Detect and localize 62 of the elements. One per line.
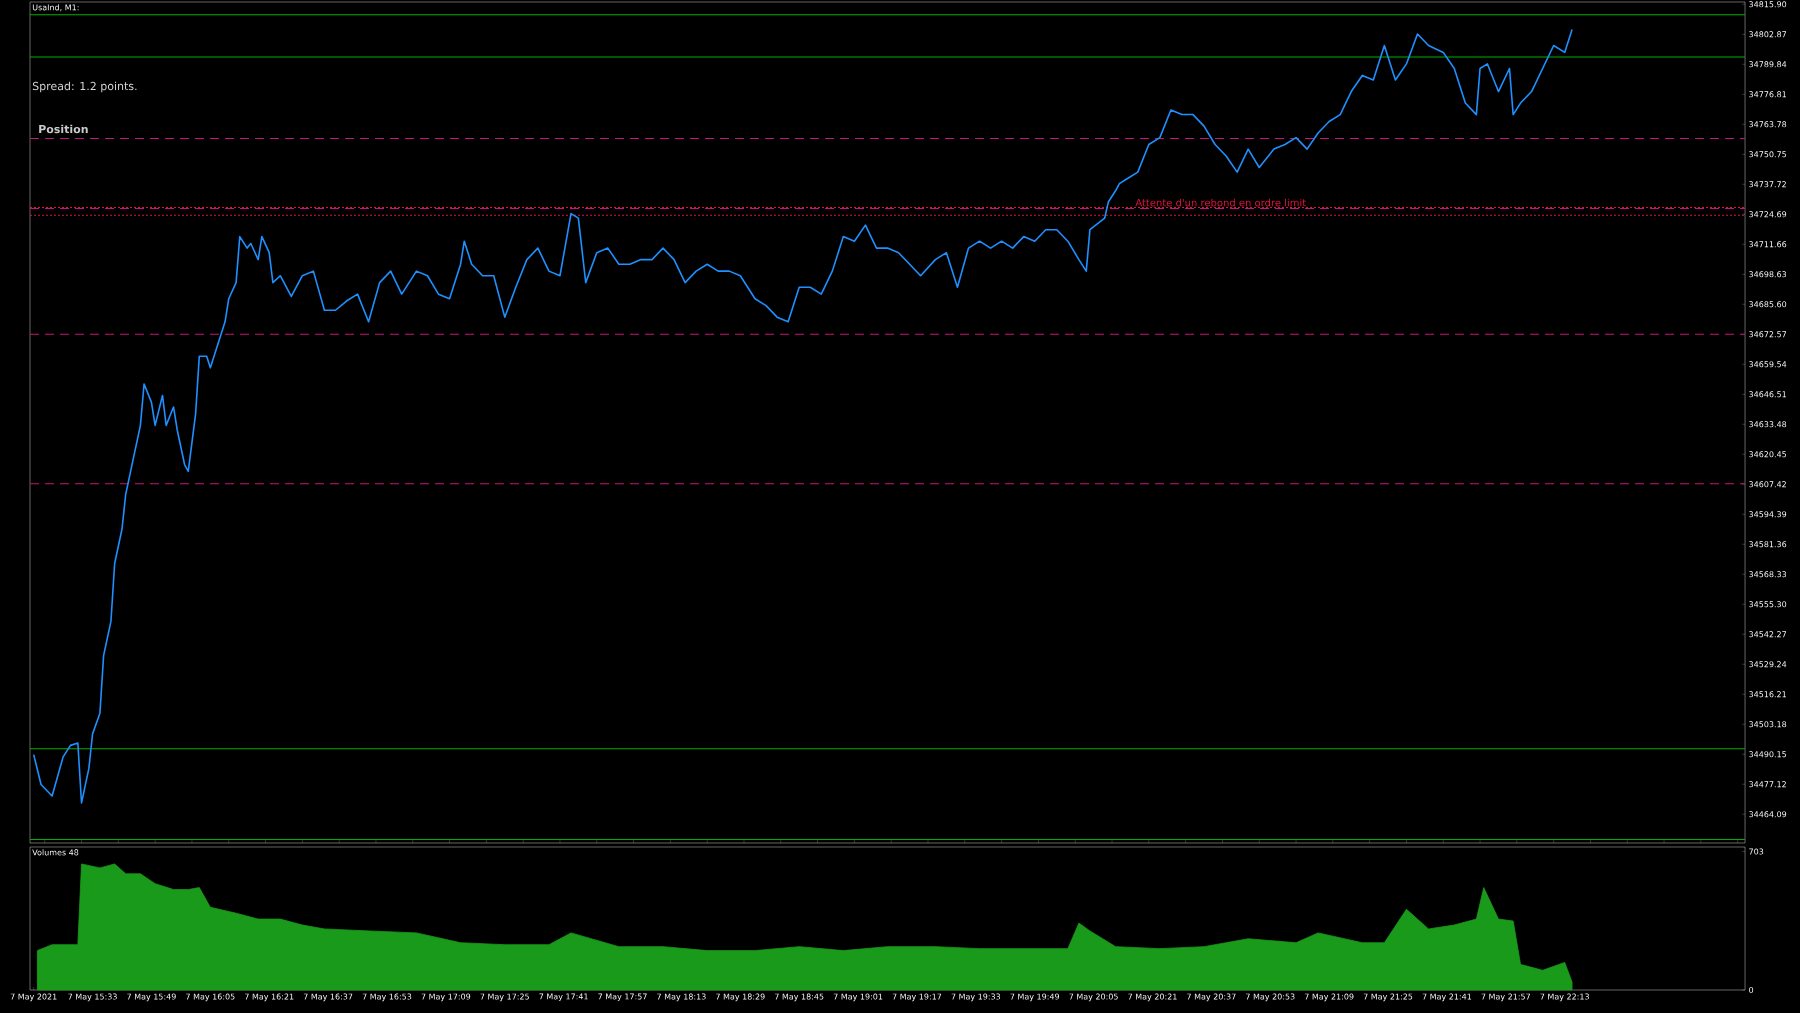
- x-tick-label: 7 May 17:25: [480, 993, 529, 1002]
- y-tick-label: 34711.66: [1749, 241, 1787, 248]
- x-tick-label: 7 May 22:13: [1540, 993, 1589, 1002]
- y-tick-label: 34633.48: [1749, 421, 1787, 428]
- x-tick-label: 7 May 18:13: [657, 993, 706, 1002]
- x-tick-label: 7 May 19:01: [833, 993, 883, 1002]
- y-tick-label: 34672.57: [1749, 331, 1787, 338]
- x-tick-label: 7 May 20:21: [1128, 993, 1177, 1002]
- y-tick-label: 34594.39: [1749, 511, 1787, 518]
- x-tick-label: 7 May 16:05: [186, 993, 235, 1002]
- y-tick-label: 34750.75: [1749, 151, 1787, 158]
- x-tick-label: 7 May 20:53: [1246, 993, 1295, 1002]
- y-tick-label: 34607.42: [1749, 481, 1786, 488]
- x-tick-label: 7 May 16:37: [303, 993, 353, 1002]
- chart-title: UsaInd, M1:: [32, 4, 79, 12]
- y-tick-label: 34477.12: [1749, 781, 1786, 788]
- y-tick-label: 34555.30: [1749, 601, 1787, 608]
- x-tick-label: 7 May 18:45: [774, 993, 824, 1002]
- x-tick-label: 7 May 21:25: [1363, 993, 1413, 1002]
- y-tick-label: 34568.33: [1749, 571, 1787, 578]
- y-tick-label: 34503.18: [1749, 721, 1787, 728]
- y-tick-label: 34815.90: [1749, 1, 1787, 8]
- y-tick-label: 703: [1749, 848, 1764, 855]
- x-tick-label: 7 May 2021: [10, 993, 57, 1002]
- annotation: Position: [39, 124, 88, 134]
- x-tick-label: 7 May 16:53: [362, 993, 412, 1002]
- y-tick-label: 34620.45: [1749, 451, 1787, 458]
- x-tick-label: 7 May 16:21: [245, 993, 294, 1002]
- annotation: Attente d'un rebond en ordre limit: [1135, 198, 1306, 207]
- y-tick-label: 34646.51: [1749, 391, 1786, 398]
- y-tick-label: 34789.84: [1749, 61, 1787, 68]
- x-tick-label: 7 May 15:33: [68, 993, 117, 1002]
- annotation: Spread: 1.2 points.: [32, 81, 137, 93]
- y-tick-label: 34490.15: [1749, 751, 1787, 758]
- x-tick-label: 7 May 21:09: [1304, 993, 1354, 1002]
- x-tick-label: 7 May 21:41: [1422, 993, 1472, 1002]
- x-tick-label: 7 May 21:57: [1481, 993, 1531, 1002]
- y-tick-label: 34464.09: [1749, 811, 1787, 818]
- y-tick-label: 34724.69: [1749, 211, 1787, 218]
- y-tick-label: 34698.63: [1749, 271, 1787, 278]
- x-tick-label: 7 May 17:41: [539, 993, 588, 1002]
- y-tick-label: 0: [1749, 986, 1754, 994]
- y-tick-label: 34776.81: [1749, 91, 1786, 98]
- x-tick-label: 7 May 20:37: [1187, 993, 1236, 1002]
- chart-title: Volumes 48: [32, 849, 79, 856]
- x-tick-label: 7 May 19:17: [892, 993, 942, 1002]
- y-tick-label: 34659.54: [1749, 361, 1787, 368]
- y-tick-label: 34763.78: [1749, 121, 1787, 128]
- y-tick-label: 34581.36: [1749, 541, 1787, 548]
- y-tick-label: 34685.60: [1749, 301, 1787, 308]
- x-tick-label: 7 May 19:33: [951, 993, 1001, 1002]
- y-tick-label: 34737.72: [1749, 181, 1786, 188]
- x-tick-label: 7 May 17:09: [421, 993, 471, 1002]
- x-tick-label: 7 May 15:49: [127, 993, 176, 1002]
- y-tick-label: 34802.87: [1749, 31, 1787, 38]
- x-tick-label: 7 May 20:05: [1069, 993, 1118, 1002]
- y-tick-label: 34516.21: [1749, 691, 1786, 698]
- x-tick-label: 7 May 18:29: [716, 993, 765, 1002]
- y-tick-label: 34529.24: [1749, 661, 1787, 668]
- x-tick-label: 7 May 19:49: [1010, 993, 1060, 1002]
- x-tick-label: 7 May 17:57: [598, 993, 647, 1002]
- y-tick-label: 34542.27: [1749, 631, 1787, 638]
